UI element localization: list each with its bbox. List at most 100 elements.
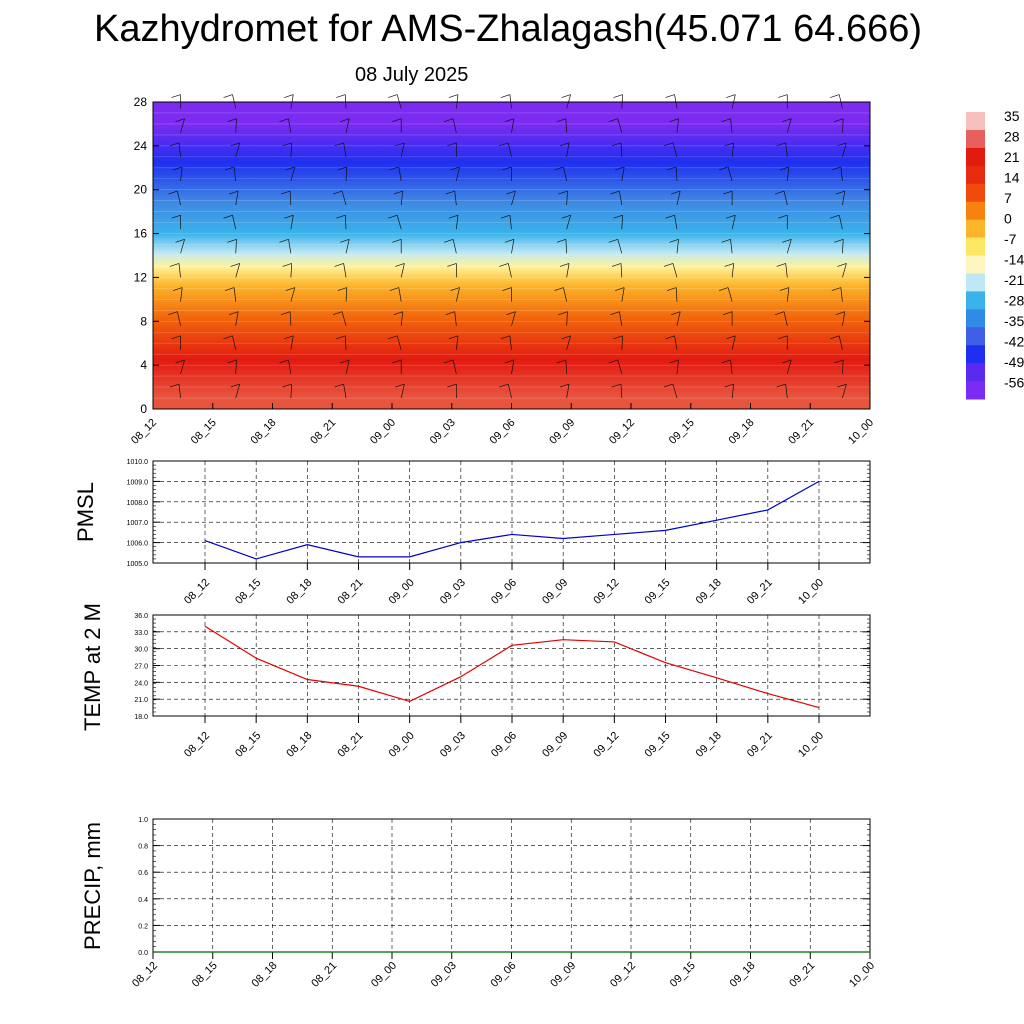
wind-barb — [620, 263, 623, 278]
wind-barb-flag — [284, 94, 294, 98]
wind-barb — [454, 311, 457, 326]
wind-barb — [290, 263, 293, 278]
wind-barb — [178, 142, 181, 157]
wind-barb-flag — [389, 166, 399, 171]
wind-barb — [731, 383, 735, 399]
wind-barb — [842, 142, 847, 157]
y-tick-label: 4 — [140, 358, 147, 372]
wind-barb — [288, 239, 292, 254]
wind-barb-flag — [559, 383, 570, 388]
wind-barb — [676, 239, 679, 254]
wind-barb — [232, 335, 237, 350]
pmsl-x-tick-label: 08_18 — [284, 577, 314, 607]
wind-barb-flag — [285, 287, 295, 291]
wind-barb — [783, 190, 788, 206]
wind-barb-flag — [608, 238, 618, 243]
colorbar-swatch — [966, 147, 985, 167]
wind-barb-flag — [444, 359, 454, 364]
pmsl-x-tick-label: 10_00 — [796, 577, 826, 607]
wind-barb — [786, 287, 790, 302]
x-tick-label: 09_03 — [428, 417, 458, 447]
colorbar-swatch — [966, 219, 985, 239]
wind-barb-flag — [608, 118, 618, 123]
wind-barb — [727, 287, 733, 302]
colorbar-swatch — [966, 112, 985, 131]
temp-x-tick-label: 09_09 — [540, 730, 570, 760]
wind-barb — [343, 142, 347, 157]
wind-barb — [400, 263, 405, 278]
wind-barb-flag — [835, 190, 845, 195]
wind-barb-flag — [499, 263, 509, 267]
wind-barb-flag — [500, 94, 511, 98]
temp-x-tick-label: 08_15 — [233, 730, 263, 760]
precip-y-tick-label: 0.2 — [138, 923, 148, 930]
wind-barb — [786, 166, 790, 181]
colorbar-swatch — [966, 273, 985, 292]
colorbar-label: 7 — [1004, 190, 1012, 206]
wind-barb — [290, 166, 296, 182]
wind-barb — [289, 191, 292, 206]
wind-barb-flag — [561, 94, 571, 98]
wind-barb — [565, 239, 568, 254]
wind-barb — [235, 383, 241, 399]
temp-y-tick-label: 30.0 — [134, 647, 148, 654]
wind-barb — [511, 311, 516, 326]
wind-barb — [456, 166, 460, 182]
wind-barb-flag — [608, 359, 618, 364]
wind-barb-flag — [834, 238, 844, 243]
wind-barb-flag — [671, 190, 681, 195]
wind-barb-flag — [227, 359, 237, 364]
wind-barb — [290, 215, 294, 230]
x-tick-label: 09_00 — [368, 417, 398, 447]
y-tick-label: 20 — [134, 183, 148, 197]
wind-barb-flag — [171, 214, 181, 219]
wind-barb-flag — [611, 142, 622, 147]
wind-barb-flag — [389, 287, 399, 291]
wind-barb — [233, 287, 237, 302]
wind-barb-flag — [448, 335, 459, 340]
wind-barb — [343, 263, 347, 278]
wind-barb — [619, 311, 623, 326]
wind-barb-flag — [447, 142, 457, 147]
wind-barb-flag — [554, 287, 564, 291]
wind-barb-flag — [282, 142, 292, 147]
wind-barb-flag — [556, 359, 566, 364]
wind-barb-flag — [837, 263, 847, 267]
wind-barb — [178, 263, 181, 278]
wind-barb-flag — [499, 142, 509, 147]
wind-barb — [842, 239, 844, 254]
colorbar-swatch — [966, 309, 985, 328]
temp-x-tick-label: 09_15 — [643, 730, 673, 760]
wind-barb-flag — [723, 190, 733, 195]
precip-y-tick-label: 1.0 — [138, 817, 148, 824]
wind-barb-flag — [173, 287, 183, 291]
precip-x-tick-label: 08_12 — [130, 960, 160, 990]
colorbar-label: -56 — [1004, 375, 1024, 391]
wind-barb — [840, 287, 843, 302]
wind-barb-flag — [559, 142, 570, 147]
wind-barb — [398, 287, 402, 302]
colorbar-swatch — [966, 345, 985, 364]
wind-barb-flag — [782, 238, 792, 243]
wind-barb-flag — [340, 238, 350, 243]
wind-barb-flag — [392, 118, 402, 123]
wind-barb — [676, 118, 679, 133]
wind-barb — [566, 142, 570, 157]
wind-barb-flag — [719, 166, 729, 171]
wind-barb-flag — [395, 383, 405, 388]
wind-barb — [343, 383, 347, 399]
colorbar-swatch — [966, 363, 985, 382]
wind-barb — [566, 335, 571, 350]
pmsl-y-tick-label: 1007.0 — [127, 520, 149, 527]
colorbar-swatch — [966, 255, 985, 274]
precip-x-tick-label: 09_15 — [668, 960, 698, 990]
wind-barb-flag — [229, 311, 239, 316]
precip-x-tick-label: 09_03 — [429, 960, 459, 990]
wind-barb — [452, 118, 457, 133]
wind-barb-flag — [663, 263, 674, 267]
temp-x-tick-label: 09_21 — [745, 730, 775, 760]
wind-barb-flag — [610, 311, 620, 316]
wind-barb-flag — [667, 287, 677, 291]
wind-barb — [674, 215, 678, 230]
